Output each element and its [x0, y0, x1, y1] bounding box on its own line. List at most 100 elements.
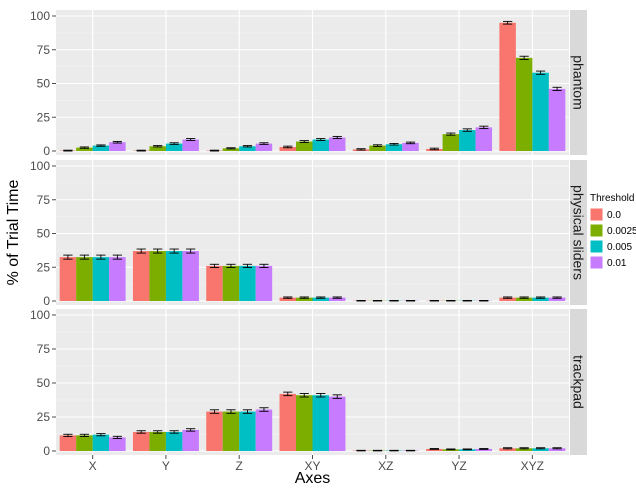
bar: [222, 411, 240, 451]
bar: [165, 431, 183, 451]
bar: [59, 257, 77, 301]
bar: [499, 22, 516, 151]
facet-strip-label: phantom: [571, 55, 587, 109]
y-tick-label: 100: [30, 9, 50, 23]
bar: [279, 297, 297, 301]
bar: [76, 147, 93, 151]
legend-label: 0.0025: [607, 226, 636, 237]
legend-swatch: [589, 207, 604, 222]
bar: [499, 297, 516, 301]
bar: [459, 130, 476, 151]
bar: [132, 431, 150, 451]
facet-strip: [570, 10, 587, 155]
legend-title: Threshold: [590, 193, 634, 204]
x-tick-label: Z: [236, 459, 243, 473]
x-axis-title: Axes: [295, 470, 331, 487]
bar: [515, 57, 533, 151]
bar: [109, 437, 126, 451]
x-tick-label: XYZ: [521, 459, 544, 473]
facet-panel-phantom: 0 25 50 75 100 phantom: [30, 9, 587, 158]
bar: [426, 448, 443, 451]
bar: [296, 395, 313, 451]
bar: [206, 265, 223, 301]
y-tick-label: 50: [37, 227, 51, 241]
y-tick-label: 50: [37, 77, 51, 91]
y-tick-label: 25: [37, 110, 51, 124]
bar: [109, 142, 126, 151]
bar: [548, 448, 566, 451]
bar: [475, 127, 493, 151]
bar: [165, 251, 183, 301]
y-tick-label: 25: [37, 410, 51, 424]
bar: [328, 297, 346, 301]
facet-strip: [570, 160, 587, 305]
bar: [255, 143, 273, 151]
bar: [76, 257, 93, 301]
bar: [499, 448, 516, 451]
y-axis-title: % of Trial Time: [5, 180, 22, 286]
bar: [385, 144, 403, 151]
bar: [165, 143, 183, 151]
bar: [515, 448, 533, 451]
legend-swatch: [589, 239, 604, 254]
bar: [402, 142, 419, 151]
y-tick-label: 75: [37, 193, 51, 207]
bar: [312, 395, 329, 451]
bar: [515, 297, 533, 301]
y-tick-label: 0: [43, 294, 50, 308]
bar: [312, 297, 329, 301]
x-tick-label: Y: [162, 459, 170, 473]
bar: [475, 448, 493, 451]
bar: [239, 411, 256, 451]
bar: [149, 431, 166, 451]
bar: [328, 137, 346, 151]
y-tick-label: 75: [37, 342, 51, 356]
legend-label: 0.01: [607, 258, 627, 269]
legend-swatch: [589, 255, 604, 270]
x-tick-label: X: [89, 459, 97, 473]
y-tick-label: 0: [43, 144, 50, 158]
x-tick-label: YZ: [451, 459, 466, 473]
legend-label: 0.0: [607, 210, 621, 221]
bar: [255, 409, 273, 451]
bar: [222, 265, 240, 301]
bar: [92, 257, 110, 301]
bar: [239, 146, 256, 151]
y-tick-label: 50: [37, 376, 51, 390]
bar: [532, 448, 549, 451]
bar: [532, 297, 549, 301]
bar: [255, 265, 273, 301]
bar: [222, 148, 240, 151]
legend-label: 0.005: [607, 242, 632, 253]
bar: [59, 435, 77, 451]
bar: [132, 251, 150, 301]
bar: [279, 393, 297, 451]
facet-strip: [570, 309, 587, 455]
bar: [109, 257, 126, 301]
bar: [182, 429, 199, 451]
legend: Threshold 0.0 0.0025 0.005 0.01: [589, 193, 636, 270]
bar: [548, 297, 566, 301]
x-tick-label: XY: [304, 459, 320, 473]
facet-panel-trackpad: 0 25 50 75 100 trackpad: [30, 308, 587, 458]
bar: [296, 297, 313, 301]
bar: [149, 146, 166, 151]
facet-strip-label: physical sliders: [571, 185, 587, 280]
bar: [548, 88, 566, 151]
x-tick-label: XZ: [378, 459, 393, 473]
y-tick-label: 25: [37, 260, 51, 274]
bar: [239, 265, 256, 301]
bar: [76, 435, 93, 451]
facet-panel-physical-sliders: 0 25 50 75 100 physical sliders: [30, 159, 587, 308]
bar: [206, 411, 223, 451]
y-tick-label: 100: [30, 159, 50, 173]
bar: [182, 251, 199, 301]
bar: [149, 251, 166, 301]
bar: [442, 134, 460, 151]
bar: [92, 434, 110, 451]
bar: [92, 145, 110, 151]
y-tick-label: 100: [30, 308, 50, 322]
bar: [296, 141, 313, 151]
bar: [312, 139, 329, 151]
